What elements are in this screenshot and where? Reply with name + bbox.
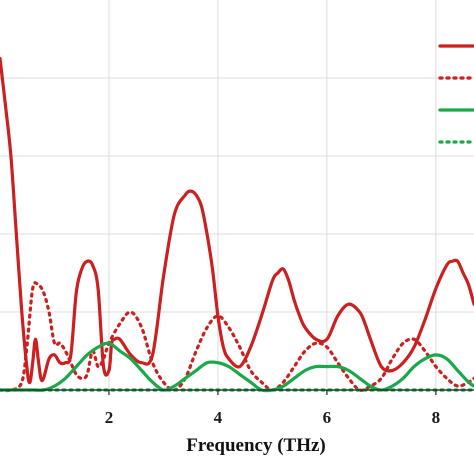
- x-axis-title: Frequency (THz): [186, 435, 326, 456]
- x-tick-label: 4: [214, 408, 223, 427]
- x-tick-label: 2: [105, 408, 114, 427]
- legend: [438, 44, 474, 144]
- series-line-1: [0, 56, 474, 385]
- x-tick-label: 6: [323, 408, 332, 427]
- series-line-3: [0, 341, 474, 393]
- series-line-2: [0, 281, 474, 393]
- grid-lines: [0, 0, 474, 390]
- x-tick-label: 8: [432, 408, 441, 427]
- x-axis-ticks: 2 4 6 8: [105, 390, 440, 427]
